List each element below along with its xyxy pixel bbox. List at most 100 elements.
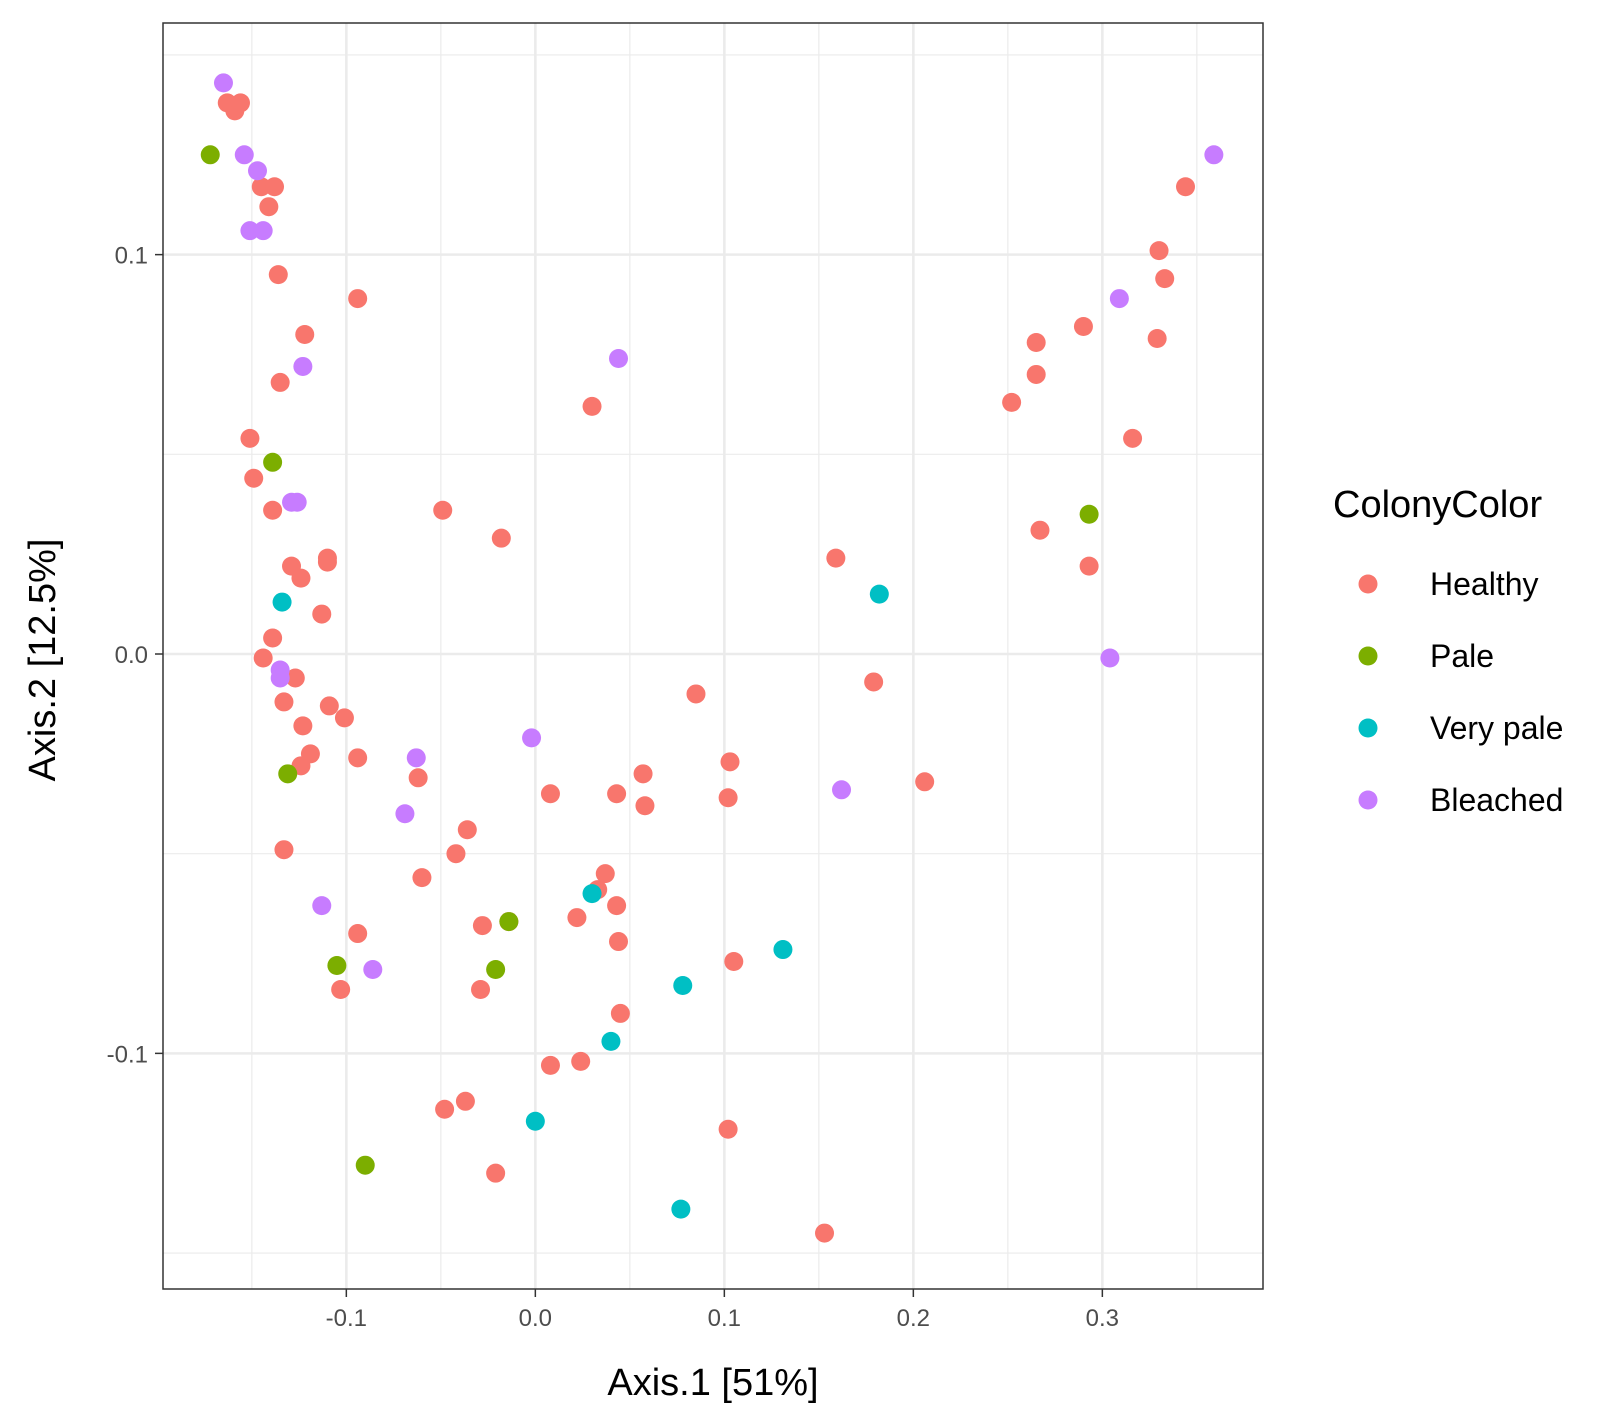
legend-key-pale	[1358, 646, 1378, 666]
point-healthy	[1079, 556, 1099, 576]
point-healthy	[1073, 317, 1093, 337]
point-bleached	[406, 748, 426, 768]
point-healthy	[1002, 392, 1022, 412]
point-healthy	[1030, 520, 1050, 540]
point-healthy	[571, 1051, 591, 1071]
point-healthy	[291, 568, 311, 588]
point-healthy	[718, 788, 738, 808]
point-very-pale	[773, 940, 793, 960]
point-bleached	[363, 960, 383, 980]
grid-major-lines	[163, 23, 1263, 1289]
point-healthy	[720, 752, 740, 772]
point-very-pale	[673, 975, 693, 995]
point-bleached	[832, 780, 852, 800]
point-bleached	[395, 804, 415, 824]
point-very-pale	[525, 1111, 545, 1131]
point-healthy	[251, 177, 271, 197]
point-healthy	[724, 952, 744, 972]
point-healthy	[815, 1223, 835, 1243]
point-healthy	[1123, 428, 1143, 448]
x-axis-title: Axis.1 [51%]	[607, 1362, 818, 1404]
panel-border	[162, 22, 1264, 1290]
point-bleached	[1100, 648, 1120, 668]
point-healthy	[610, 1003, 630, 1023]
point-healthy	[633, 764, 653, 784]
point-healthy	[595, 864, 615, 884]
point-bleached	[253, 221, 273, 241]
point-bleached	[1109, 289, 1129, 309]
point-healthy	[408, 768, 428, 788]
point-pale	[327, 956, 347, 976]
point-bleached	[293, 356, 313, 376]
point-pale	[499, 912, 519, 932]
point-healthy	[274, 840, 294, 860]
x-axis-ticks: -0.1 0.0 0.1 0.2 0.3	[326, 1289, 1119, 1332]
point-healthy	[1155, 269, 1175, 289]
point-pale	[355, 1155, 375, 1175]
y-tick-label: 0.0	[115, 642, 148, 669]
point-healthy	[435, 1099, 455, 1119]
legend-label-bleached: Bleached	[1430, 782, 1563, 818]
point-healthy	[319, 696, 339, 716]
point-pale	[1079, 504, 1099, 524]
point-healthy	[295, 325, 315, 345]
point-healthy	[635, 796, 655, 816]
legend-label-pale: Pale	[1430, 638, 1494, 674]
point-healthy	[263, 500, 283, 520]
point-pale	[200, 145, 220, 165]
data-points	[200, 73, 1224, 1243]
x-tick-label: -0.1	[326, 1305, 367, 1332]
point-bleached	[312, 896, 332, 916]
point-healthy	[486, 1163, 506, 1183]
point-healthy	[826, 548, 846, 568]
point-healthy	[455, 1091, 475, 1111]
point-pale	[486, 960, 506, 980]
point-healthy	[244, 468, 264, 488]
point-pale	[278, 764, 298, 784]
point-healthy	[457, 820, 477, 840]
point-bleached	[522, 728, 542, 748]
point-healthy	[472, 916, 492, 936]
point-healthy	[270, 372, 290, 392]
point-healthy	[240, 428, 260, 448]
point-bleached	[234, 145, 254, 165]
point-healthy	[412, 868, 432, 888]
point-very-pale	[671, 1199, 691, 1219]
y-axis-title: Axis.2 [12.5%]	[22, 539, 64, 782]
legend: ColonyColor Healthy Pale Very pale Bleached	[1333, 484, 1563, 818]
point-healthy	[446, 844, 466, 864]
legend-title: ColonyColor	[1333, 484, 1542, 526]
point-healthy	[608, 932, 628, 952]
point-healthy	[253, 648, 273, 668]
point-pale	[263, 452, 283, 472]
point-healthy	[491, 528, 511, 548]
point-very-pale	[601, 1031, 621, 1051]
legend-label-healthy: Healthy	[1430, 566, 1539, 602]
point-very-pale	[272, 592, 292, 612]
legend-key-very-pale	[1358, 718, 1378, 738]
point-healthy	[263, 628, 283, 648]
point-healthy	[864, 672, 884, 692]
point-healthy	[348, 748, 368, 768]
point-healthy	[1149, 241, 1169, 261]
point-healthy	[334, 708, 354, 728]
point-healthy	[348, 289, 368, 309]
point-healthy	[348, 924, 368, 944]
point-healthy	[471, 979, 491, 999]
point-healthy	[293, 716, 313, 736]
point-healthy	[1176, 177, 1196, 197]
point-very-pale	[869, 584, 889, 604]
point-healthy	[259, 197, 279, 217]
point-healthy	[274, 692, 294, 712]
x-tick-label: 0.3	[1086, 1305, 1119, 1332]
legend-key-bleached	[1358, 790, 1378, 810]
x-tick-label: 0.1	[708, 1305, 741, 1332]
point-healthy	[607, 784, 627, 804]
point-healthy	[607, 896, 627, 916]
point-healthy	[285, 668, 305, 688]
point-healthy	[718, 1119, 738, 1139]
point-bleached	[240, 221, 260, 241]
point-bleached	[213, 73, 233, 93]
